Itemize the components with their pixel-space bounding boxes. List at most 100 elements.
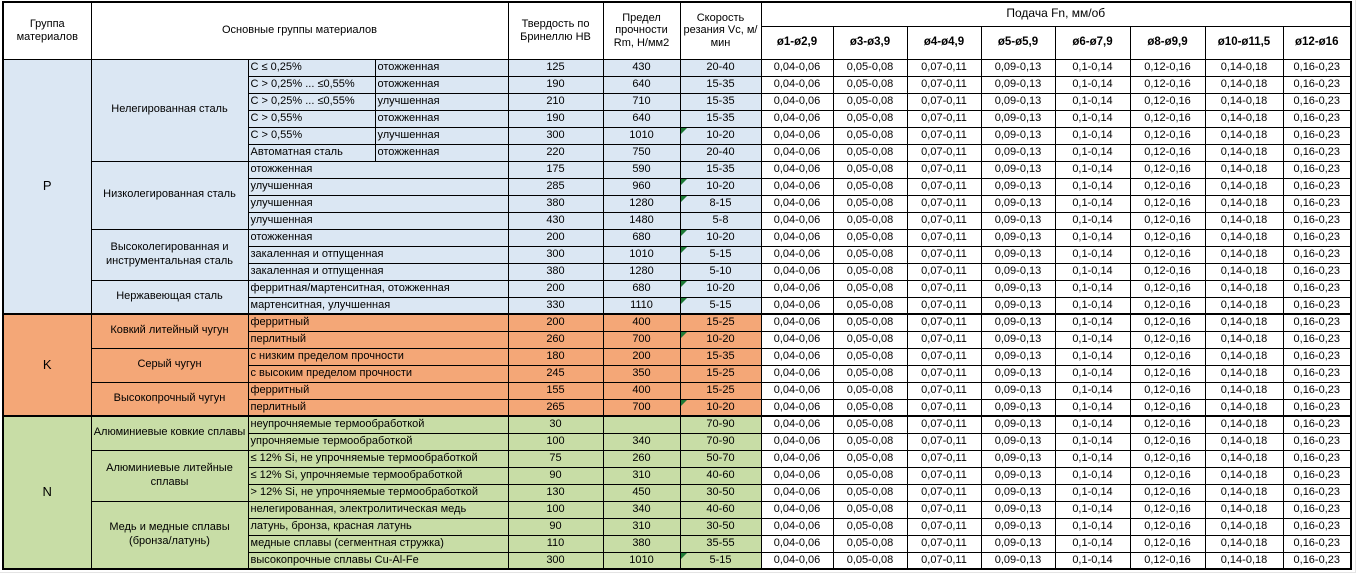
cell-feed[interactable]: 0,1-0,14: [1054, 296, 1131, 315]
cell-hb[interactable]: 175: [507, 160, 604, 179]
cell-hb[interactable]: 155: [507, 381, 604, 400]
cell-feed[interactable]: 0,07-0,11: [906, 279, 982, 298]
cell-treatment[interactable]: ≤ 12% Si, не упрочняемые термообработкой: [247, 449, 509, 468]
cell-feed[interactable]: 0,14-0,18: [1204, 262, 1284, 281]
cell-vc[interactable]: 5-15: [679, 245, 762, 264]
cell-vc[interactable]: 8-15: [679, 194, 762, 213]
cell-feed[interactable]: 0,14-0,18: [1204, 109, 1284, 128]
subgroup-name-cell[interactable]: Нелегированная сталь: [90, 58, 249, 162]
cell-vc[interactable]: 70-90: [679, 432, 762, 451]
cell-feed[interactable]: 0,1-0,14: [1054, 432, 1131, 451]
cell-treatment[interactable]: ≤ 12% Si, упрочняемые термообработкой: [247, 466, 509, 485]
cell-feed[interactable]: 0,12-0,16: [1129, 228, 1206, 247]
cell-feed[interactable]: 0,05-0,08: [832, 449, 908, 468]
cell-feed[interactable]: 0,04-0,06: [760, 143, 834, 162]
cell-feed[interactable]: 0,1-0,14: [1054, 160, 1131, 179]
cell-treatment[interactable]: с низким пределом прочности: [247, 347, 509, 366]
cell-feed[interactable]: 0,04-0,06: [760, 466, 834, 485]
cell-feed[interactable]: 0,14-0,18: [1204, 364, 1284, 383]
cell-treatment[interactable]: высокопрочные сплавы Cu-Al-Fe: [247, 551, 509, 570]
cell-vc[interactable]: 15-25: [679, 381, 762, 400]
cell-rm[interactable]: 1010: [602, 551, 681, 570]
cell-feed[interactable]: 0,05-0,08: [832, 126, 908, 145]
cell-feed[interactable]: 0,14-0,18: [1204, 296, 1284, 315]
cell-rm[interactable]: 960: [602, 177, 681, 196]
cell-feed[interactable]: 0,1-0,14: [1054, 245, 1131, 264]
subgroup-name-cell[interactable]: Ковкий литейный чугун: [90, 313, 249, 349]
cell-rm[interactable]: 350: [602, 364, 681, 383]
cell-treatment[interactable]: медные сплавы (сегментная стружка): [247, 534, 509, 553]
cell-treatment[interactable]: мартенситная, улучшенная: [247, 296, 509, 315]
cell-hb[interactable]: 265: [507, 398, 604, 417]
cell-feed[interactable]: 0,14-0,18: [1204, 534, 1284, 553]
cell-feed[interactable]: 0,05-0,08: [832, 432, 908, 451]
cell-feed[interactable]: 0,1-0,14: [1054, 126, 1131, 145]
cell-feed[interactable]: 0,12-0,16: [1129, 347, 1206, 366]
cell-condition[interactable]: C > 0,55%: [247, 126, 376, 145]
cell-feed[interactable]: 0,16-0,23: [1282, 381, 1352, 400]
cell-feed[interactable]: 0,07-0,11: [906, 177, 982, 196]
cell-treatment[interactable]: ферритный: [247, 381, 509, 400]
cell-feed[interactable]: 0,14-0,18: [1204, 466, 1284, 485]
cell-feed[interactable]: 0,05-0,08: [832, 245, 908, 264]
cell-feed[interactable]: 0,14-0,18: [1204, 160, 1284, 179]
cell-feed[interactable]: 0,12-0,16: [1129, 211, 1206, 230]
cell-feed[interactable]: 0,16-0,23: [1282, 279, 1352, 298]
cell-feed[interactable]: 0,16-0,23: [1282, 177, 1352, 196]
cell-feed[interactable]: 0,04-0,06: [760, 126, 834, 145]
cell-hb[interactable]: 300: [507, 551, 604, 570]
cell-treatment[interactable]: отожженная: [247, 228, 509, 247]
cell-feed[interactable]: 0,16-0,23: [1282, 483, 1352, 502]
cell-feed[interactable]: 0,05-0,08: [832, 466, 908, 485]
cell-feed[interactable]: 0,05-0,08: [832, 262, 908, 281]
cell-hb[interactable]: 210: [507, 92, 604, 111]
cell-feed[interactable]: 0,04-0,06: [760, 211, 834, 230]
cell-rm[interactable]: 590: [602, 160, 681, 179]
cell-hb[interactable]: 260: [507, 330, 604, 349]
cell-hb[interactable]: 90: [507, 466, 604, 485]
cell-feed[interactable]: 0,04-0,06: [760, 58, 834, 77]
cell-feed[interactable]: 0,1-0,14: [1054, 415, 1131, 434]
cell-feed[interactable]: 0,12-0,16: [1129, 364, 1206, 383]
cell-feed[interactable]: 0,14-0,18: [1204, 92, 1284, 111]
cell-vc[interactable]: 15-25: [679, 364, 762, 383]
cell-feed[interactable]: 0,16-0,23: [1282, 75, 1352, 94]
cell-feed[interactable]: 0,09-0,13: [980, 483, 1056, 502]
cell-rm[interactable]: 400: [602, 381, 681, 400]
cell-hb[interactable]: 430: [507, 211, 604, 230]
cell-rm[interactable]: 430: [602, 58, 681, 77]
cell-vc[interactable]: 10-20: [679, 126, 762, 145]
cell-treatment[interactable]: перлитный: [247, 398, 509, 417]
cell-rm[interactable]: 680: [602, 228, 681, 247]
cell-feed[interactable]: 0,16-0,23: [1282, 92, 1352, 111]
cell-feed[interactable]: 0,12-0,16: [1129, 415, 1206, 434]
cell-feed[interactable]: 0,12-0,16: [1129, 432, 1206, 451]
cell-feed[interactable]: 0,16-0,23: [1282, 245, 1352, 264]
cell-hb[interactable]: 30: [507, 415, 604, 434]
cell-feed[interactable]: 0,04-0,06: [760, 262, 834, 281]
cell-rm[interactable]: 310: [602, 517, 681, 536]
cell-feed[interactable]: 0,09-0,13: [980, 381, 1056, 400]
cell-treatment[interactable]: ферритная/мартенситная, отожженная: [247, 279, 509, 298]
cell-hb[interactable]: 100: [507, 432, 604, 451]
cell-feed[interactable]: 0,09-0,13: [980, 228, 1056, 247]
cell-rm[interactable]: 1480: [602, 211, 681, 230]
cell-vc[interactable]: 10-20: [679, 330, 762, 349]
cell-treatment[interactable]: нелегированная, электролитическая медь: [247, 500, 509, 519]
cell-feed[interactable]: 0,09-0,13: [980, 415, 1056, 434]
cell-feed[interactable]: 0,12-0,16: [1129, 109, 1206, 128]
cell-feed[interactable]: 0,14-0,18: [1204, 143, 1284, 162]
header-diameter-range[interactable]: ø10-ø11,5: [1204, 25, 1284, 60]
cell-hb[interactable]: 380: [507, 262, 604, 281]
cell-feed[interactable]: 0,04-0,06: [760, 313, 834, 332]
cell-rm[interactable]: 750: [602, 143, 681, 162]
cell-feed[interactable]: 0,12-0,16: [1129, 551, 1206, 570]
cell-feed[interactable]: 0,1-0,14: [1054, 313, 1131, 332]
cell-feed[interactable]: 0,1-0,14: [1054, 143, 1131, 162]
cell-feed[interactable]: 0,16-0,23: [1282, 330, 1352, 349]
cell-feed[interactable]: 0,16-0,23: [1282, 143, 1352, 162]
cell-rm[interactable]: 1280: [602, 194, 681, 213]
cell-treatment[interactable]: перлитный: [247, 330, 509, 349]
cell-treatment[interactable]: отожженная: [374, 58, 509, 77]
cell-feed[interactable]: 0,14-0,18: [1204, 381, 1284, 400]
